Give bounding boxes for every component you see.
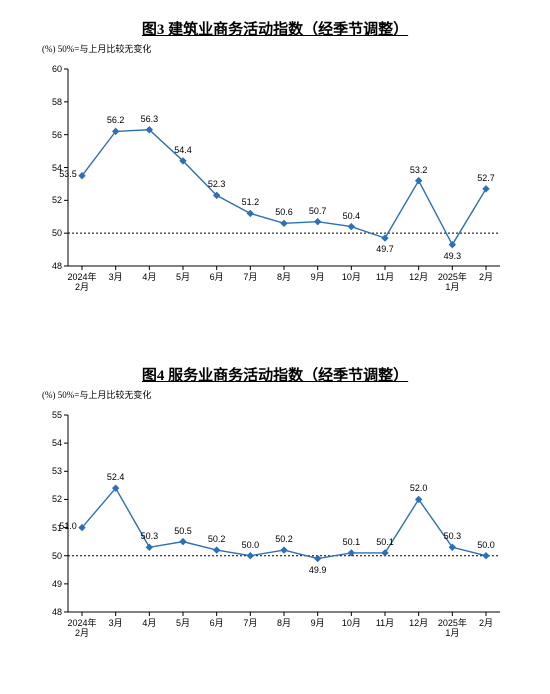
chart3-value-label: 49.3 <box>444 251 462 261</box>
chart3-value-label: 53.5 <box>59 169 77 179</box>
chart3-xtick: 9月 <box>311 272 325 282</box>
chart4-title: 图4 服务业商务活动指数（经季节调整） <box>0 364 550 385</box>
chart4-value-label: 50.5 <box>174 526 192 536</box>
chart3-subtitle: (%) 50%=与上月比较无变化 <box>42 42 151 55</box>
chart4-ytick: 48 <box>42 607 62 617</box>
chart4-xtick: 5月 <box>176 618 190 628</box>
chart4-plot: 48495051525354552024年 2月3月4月5月6月7月8月9月10… <box>40 407 510 622</box>
chart3-plot: 485052545658602024年 2月3月4月5月6月7月8月9月10月1… <box>40 61 510 276</box>
chart4-xtick: 2025年 1月 <box>438 618 467 639</box>
chart4-xtick: 7月 <box>243 618 257 628</box>
chart4-xtick: 10月 <box>342 618 361 628</box>
chart4-value-label: 52.4 <box>107 472 125 482</box>
chart3-title: 图3 建筑业商务活动指数（经季节调整） <box>0 18 550 39</box>
chart4-panel: 图4 服务业商务活动指数（经季节调整） (%) 50%=与上月比较无变化 48 4… <box>0 358 550 694</box>
chart3-xtick: 2月 <box>479 272 493 282</box>
chart3-xtick: 12月 <box>409 272 428 282</box>
chart4-ytick: 50 <box>42 551 62 561</box>
chart4-value-label: 49.9 <box>309 565 327 575</box>
chart3-value-label: 50.7 <box>309 206 327 216</box>
chart4-subtitle: (%) 50%=与上月比较无变化 <box>42 388 151 401</box>
chart4-xtick: 9月 <box>311 618 325 628</box>
chart3-ytick: 60 <box>42 64 62 74</box>
chart4-value-label: 50.2 <box>275 534 293 544</box>
chart4-ytick: 55 <box>42 410 62 420</box>
chart4-value-label: 50.0 <box>477 540 495 550</box>
chart4-ytick: 53 <box>42 466 62 476</box>
chart4-xtick: 3月 <box>109 618 123 628</box>
chart3-xtick: 10月 <box>342 272 361 282</box>
chart4-value-label: 50.3 <box>141 531 159 541</box>
chart3-value-label: 54.4 <box>174 145 192 155</box>
chart4-ytick: 52 <box>42 494 62 504</box>
chart3-value-label: 50.4 <box>343 211 361 221</box>
chart3-ytick: 56 <box>42 130 62 140</box>
chart4-value-label: 50.2 <box>208 534 226 544</box>
chart3-ytick: 48 <box>42 261 62 271</box>
chart4-ytick: 54 <box>42 438 62 448</box>
chart3-xtick: 2024年 2月 <box>67 272 96 293</box>
chart3-value-label: 51.2 <box>242 197 260 207</box>
chart3-xtick: 4月 <box>142 272 156 282</box>
chart3-value-label: 52.3 <box>208 179 226 189</box>
chart4-value-label: 50.0 <box>242 540 260 550</box>
chart3-xtick: 5月 <box>176 272 190 282</box>
chart4-ytick: 49 <box>42 579 62 589</box>
chart4-value-label: 50.3 <box>444 531 462 541</box>
chart3-xtick: 3月 <box>109 272 123 282</box>
chart4-value-label: 52.0 <box>410 483 428 493</box>
chart3-value-label: 53.2 <box>410 165 428 175</box>
chart3-value-label: 56.2 <box>107 115 125 125</box>
chart3-value-label: 50.6 <box>275 207 293 217</box>
chart4-value-label: 50.1 <box>343 537 361 547</box>
chart3-panel: 图3 建筑业商务活动指数（经季节调整） (%) 50%=与上月比较无变化 48 5… <box>0 0 550 358</box>
chart3-xtick: 8月 <box>277 272 291 282</box>
chart3-value-label: 52.7 <box>477 173 495 183</box>
chart3-ytick: 58 <box>42 97 62 107</box>
chart4-xtick: 8月 <box>277 618 291 628</box>
chart3-xtick: 11月 <box>376 272 394 282</box>
chart3-value-label: 56.3 <box>141 114 159 124</box>
chart4-xtick: 2月 <box>479 618 493 628</box>
chart4-value-label: 50.1 <box>376 537 394 547</box>
chart3-ytick: 50 <box>42 228 62 238</box>
chart4-xtick: 6月 <box>210 618 224 628</box>
chart3-ytick: 52 <box>42 195 62 205</box>
chart3-value-label: 49.7 <box>376 244 394 254</box>
chart4-value-label: 51.0 <box>59 521 77 531</box>
chart3-xtick: 6月 <box>210 272 224 282</box>
chart4-xtick: 4月 <box>142 618 156 628</box>
chart4-xtick: 2024年 2月 <box>67 618 96 639</box>
chart4-xtick: 11月 <box>376 618 394 628</box>
chart3-xtick: 2025年 1月 <box>438 272 467 293</box>
chart3-xtick: 7月 <box>243 272 257 282</box>
chart4-xtick: 12月 <box>409 618 428 628</box>
